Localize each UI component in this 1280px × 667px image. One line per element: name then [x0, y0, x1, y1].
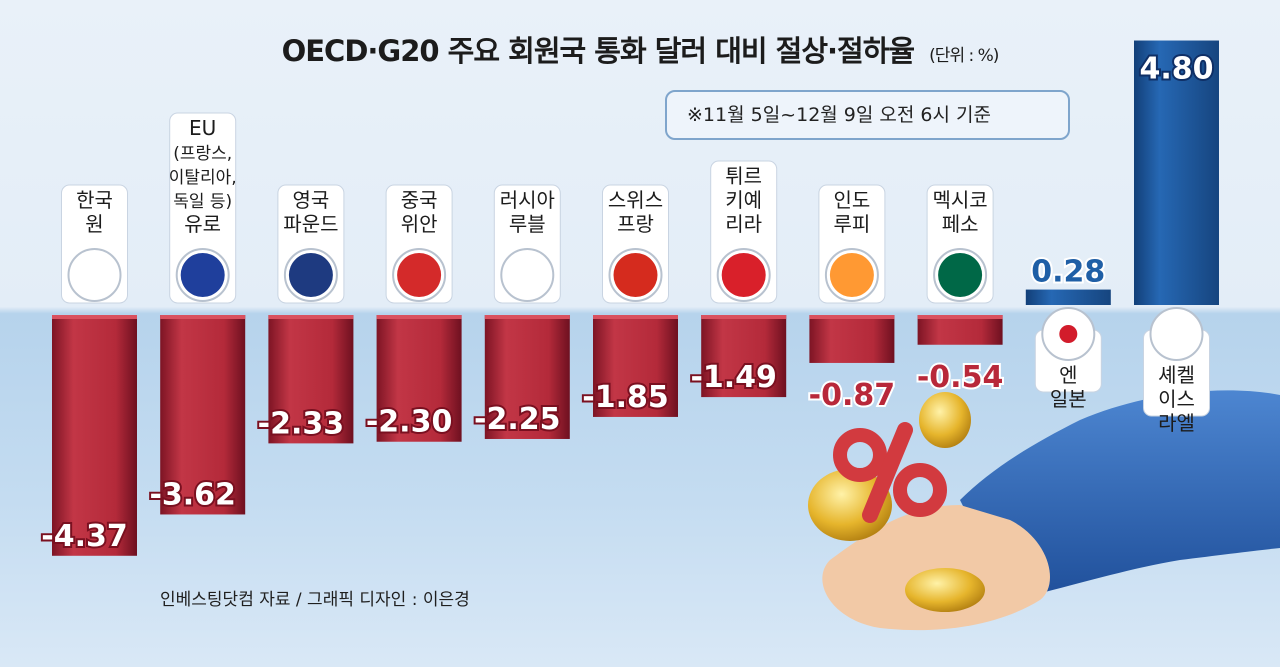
hand-shape	[822, 505, 1050, 631]
category-label-1-3: 독일 등)	[173, 192, 232, 212]
value-label-0: -4.37	[41, 519, 127, 554]
coin-icon	[919, 392, 971, 448]
mexico-flag-icon	[933, 248, 988, 302]
flag-face	[613, 253, 658, 297]
flag-face	[1154, 312, 1199, 356]
category-label-6-0: 튀르	[725, 164, 762, 188]
value-label-2: -2.33	[258, 406, 344, 441]
percent-icon	[833, 428, 887, 482]
bar-9	[1025, 289, 1111, 305]
category-label-9-1: 일본	[1050, 387, 1087, 411]
bar-8	[917, 315, 1003, 345]
category-label-10-0: 셰켈	[1158, 363, 1195, 387]
category-label-2-1: 파운드	[283, 212, 338, 236]
category-label-1-2: 이탈리아,	[169, 168, 237, 188]
date-note: ※11월 5일~12월 9일 오전 6시 기준	[665, 90, 1070, 140]
category-label-4-0: 러시아	[500, 188, 555, 212]
value-label-1: -3.62	[149, 477, 235, 512]
chart-title: OECD·G20 주요 회원국 통화 달러 대비 절상·절하율 (단위 : %)	[0, 28, 1280, 70]
category-label-4-1: 루블	[509, 212, 546, 236]
flag-face	[938, 253, 983, 297]
category-label-0-1: 원	[85, 212, 103, 236]
bar-top-4	[484, 315, 570, 319]
eu-flag-icon	[175, 248, 230, 302]
japan-flag-icon	[1041, 307, 1096, 361]
bar-top-6	[701, 315, 787, 319]
bar-1	[160, 315, 246, 515]
category-label-10-2: 라엘	[1158, 411, 1195, 435]
uk-flag-icon	[283, 248, 338, 302]
russia-flag-icon	[500, 248, 555, 302]
coin-icon	[808, 469, 892, 541]
source-credit: 인베스팅닷컴 자료 / 그래픽 디자인 : 이은경	[160, 590, 470, 610]
chart-title-text: OECD·G20 주요 회원국 통화 달러 대비 절상·절하율	[281, 34, 915, 68]
bar-6	[701, 315, 787, 398]
category-label-1-1: (프랑스,	[173, 144, 232, 164]
category-label-5-0: 스위스	[608, 188, 663, 212]
bar-top-0	[52, 315, 137, 319]
category-label-9-0: 엔	[1059, 363, 1077, 387]
bar-4	[484, 315, 570, 439]
category-label-2-0: 영국	[292, 188, 329, 212]
bar-top-5	[593, 315, 678, 319]
value-label-6: -1.49	[690, 360, 776, 395]
flag-face	[829, 253, 874, 297]
bar-0	[52, 315, 137, 556]
bar-top-2	[268, 315, 354, 319]
israel-flag-icon	[1149, 307, 1204, 361]
category-label-10-1: 이스	[1158, 387, 1195, 411]
flag-face	[721, 253, 766, 297]
flag-face	[72, 253, 117, 297]
category-label-3-0: 중국	[401, 188, 438, 212]
switzerland-flag-icon	[608, 248, 663, 302]
value-label-10: 4.80	[1139, 52, 1213, 87]
value-label-9: 0.28	[1031, 255, 1105, 290]
category-label-1-4: 유로	[184, 212, 221, 236]
value-label-4: -2.25	[474, 402, 560, 437]
category-label-5-1: 프랑	[617, 212, 654, 236]
value-label-7: -0.87	[809, 378, 895, 413]
value-label-8: -0.54	[917, 360, 1003, 395]
bar-top-7	[809, 315, 895, 319]
percent-icon	[893, 463, 947, 517]
korea-flag-icon	[67, 248, 122, 302]
flag-face	[288, 253, 333, 297]
bar-top-3	[376, 315, 462, 319]
bar-top-8	[917, 315, 1003, 319]
china-flag-icon	[392, 248, 447, 302]
category-label-8-1: 페소	[942, 212, 979, 236]
hand-illustration	[808, 390, 1280, 631]
bar-7	[809, 315, 895, 363]
turkey-flag-icon	[716, 248, 771, 302]
category-label-6-1: 키예	[725, 188, 762, 212]
category-label-7-0: 인도	[833, 188, 870, 212]
india-flag-icon	[824, 248, 879, 302]
coin-icon	[905, 568, 985, 612]
category-label-0-0: 한국	[76, 188, 113, 212]
category-label-7-1: 루피	[833, 212, 870, 236]
flag-face	[505, 253, 550, 297]
category-label-3-1: 위안	[401, 212, 438, 236]
bar-5	[593, 315, 678, 417]
value-label-3: -2.30	[366, 405, 452, 440]
bar-3	[376, 315, 462, 442]
category-label-8-0: 멕시코	[932, 188, 987, 212]
percent-icon	[862, 422, 913, 523]
bar-10	[1134, 40, 1219, 306]
chart-unit: (단위 : %)	[929, 46, 999, 66]
category-label-6-2: 리라	[725, 212, 762, 236]
value-label-5: -1.85	[582, 380, 668, 415]
bar-2	[268, 315, 354, 444]
flag-face	[180, 253, 225, 297]
category-label-1-0: EU	[189, 116, 216, 140]
flag-face	[397, 253, 442, 297]
flag-sun	[1059, 325, 1078, 343]
bar-top-1	[160, 315, 246, 319]
